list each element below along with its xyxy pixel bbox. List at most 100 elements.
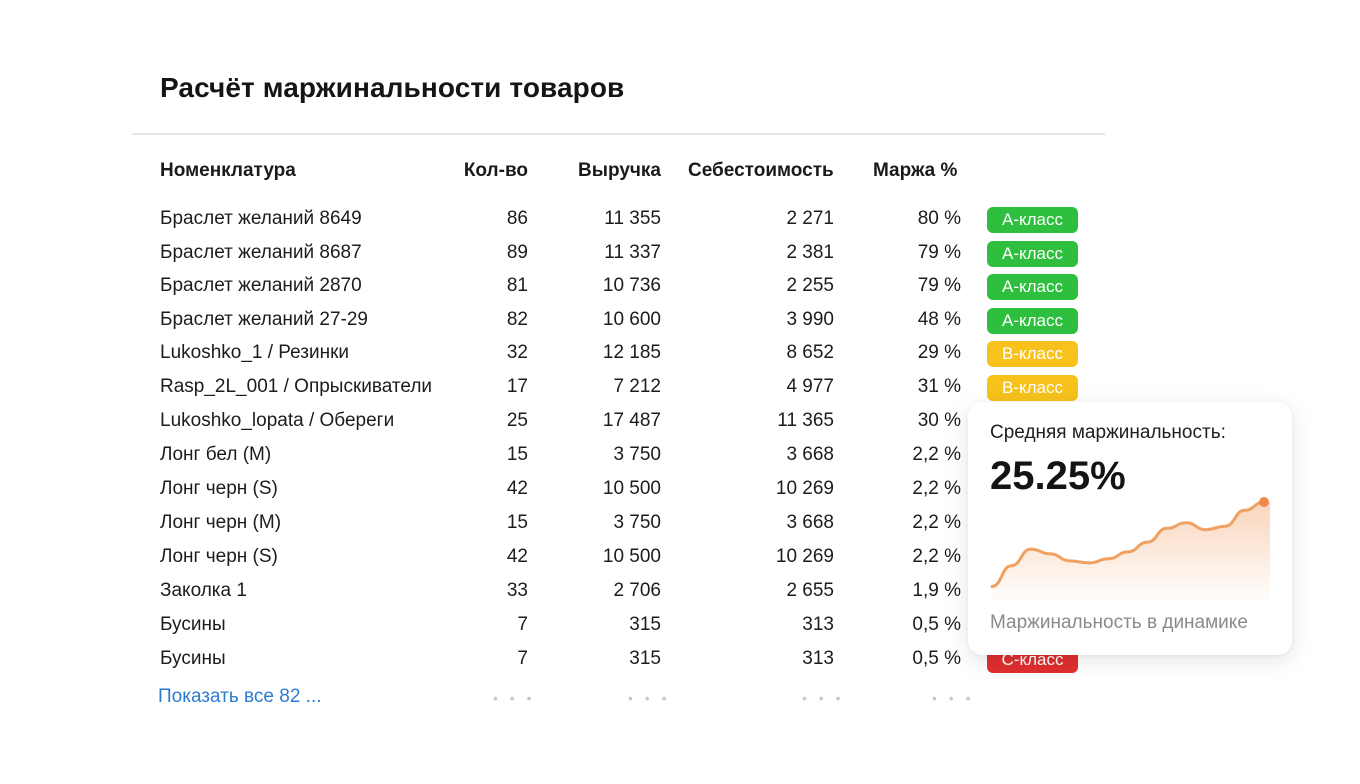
cell-cost: 10 269	[775, 546, 834, 567]
show-all-link[interactable]: Показать все 82 ...	[158, 686, 322, 707]
cell-qty: 42	[506, 477, 528, 499]
header-name[interactable]: Номенклатура	[160, 160, 296, 181]
table-row[interactable]: Rasp_2L_001 / Опрыскиватели 17 7 212 4 977 3…	[0, 370, 1360, 404]
cell-revenue: 3 750	[613, 443, 661, 465]
cell-revenue: 2 706	[613, 580, 661, 602]
cell-name: Бусины	[160, 614, 226, 636]
table-row[interactable]: Лонг черн (M) 15 3 750 3 668 2,2 %	[0, 506, 1360, 540]
page-title: Расчёт маржинальности товаров	[160, 72, 625, 103]
cell-name: Браслет желаний 8687	[160, 241, 362, 263]
class-badge: А-класс	[987, 240, 1078, 267]
ellipsis-revenue: • • •	[628, 690, 671, 706]
cell-revenue: 7 212	[613, 376, 661, 397]
title-divider	[132, 133, 1105, 135]
cell-revenue: 315	[629, 614, 661, 636]
cell-margin: 79 %	[917, 241, 961, 263]
cell-margin: 2,2 %	[912, 443, 961, 465]
cell-cost: 313	[802, 614, 834, 636]
cell-margin: 80 %	[917, 208, 961, 229]
table-row[interactable]: Лонг черн (S) 42 10 500 10 269 2,2 %	[0, 472, 1360, 506]
cell-name: Браслет желаний 8649	[160, 208, 362, 229]
table-row[interactable]: Браслет желаний 2870 81 10 736 2 255 79 % А-к…	[0, 269, 1360, 303]
cell-cost: 8 652	[786, 342, 834, 364]
cell-name: Заколка 1	[160, 580, 247, 602]
table-row[interactable]: Браслет желаний 8649 86 11 355 2 271 80 % А-к…	[0, 202, 1360, 236]
cell-cost: 4 977	[786, 376, 834, 397]
cell-qty: 81	[506, 275, 528, 297]
header-qty[interactable]: Кол-во	[463, 160, 528, 181]
cell-qty: 7	[517, 614, 528, 636]
cell-qty: 32	[506, 342, 528, 364]
cell-margin: 79 %	[917, 275, 961, 297]
cell-cost: 2 655	[786, 580, 834, 602]
table-row[interactable]: Заколка 1 33 2 706 2 655 1,9 %	[0, 574, 1360, 608]
ellipsis-margin: • • •	[932, 690, 975, 706]
cell-qty: 7	[517, 648, 528, 670]
class-badge: А-класс	[987, 207, 1078, 233]
cell-cost: 313	[802, 648, 834, 670]
average-margin-value: 25.25%	[990, 454, 1126, 498]
table-row[interactable]: Lukoshko_1 / Резинки 32 12 185 8 652 29 % В-к…	[0, 336, 1360, 370]
cell-cost: 2 271	[786, 208, 834, 229]
cell-name: Лонг черн (M)	[160, 511, 282, 533]
cell-cost: 11 365	[777, 409, 834, 431]
header-margin[interactable]: Маржа %	[873, 160, 958, 181]
cell-name: Браслет желаний 27-29	[160, 308, 368, 330]
cell-margin: 2,2 %	[912, 477, 961, 499]
cell-name: Лонг черн (S)	[160, 546, 278, 567]
cell-margin: 0,5 %	[912, 614, 961, 636]
trend-endpoint	[1259, 497, 1269, 507]
cell-revenue: 10 736	[602, 275, 661, 297]
cell-qty: 82	[506, 308, 528, 330]
cell-qty: 89	[506, 241, 528, 263]
cell-revenue: 10 600	[602, 308, 661, 330]
table-row[interactable]: Браслет желаний 8687 89 11 337 2 381 79 % А-к…	[0, 236, 1360, 270]
cell-revenue: 10 500	[602, 546, 661, 567]
cell-margin: 2,2 %	[912, 546, 961, 567]
cell-cost: 2 381	[786, 241, 834, 263]
cell-name: Lukoshko_1 / Резинки	[160, 342, 350, 364]
average-margin-card: Средняя маржинальность: 25.25% Маржиналь…	[968, 402, 1292, 655]
header-cost[interactable]: Себестоимость	[688, 160, 834, 181]
cell-qty: 17	[506, 376, 528, 397]
cell-revenue: 11 355	[604, 208, 661, 229]
header-revenue[interactable]: Выручка	[578, 160, 661, 181]
cell-revenue: 11 337	[604, 241, 661, 263]
cell-cost: 10 269	[775, 477, 834, 499]
ellipsis-cost: • • •	[802, 690, 845, 706]
cell-cost: 2 255	[786, 275, 834, 297]
table-row[interactable]: Лонг бел (M) 15 3 750 3 668 2,2 %	[0, 438, 1360, 472]
class-badge: А-класс	[987, 307, 1078, 334]
table-row[interactable]: Лонг черн (S) 42 10 500 10 269 2,2 %	[0, 540, 1360, 574]
cell-qty: 15	[506, 443, 528, 465]
cell-name: Лонг черн (S)	[160, 477, 278, 499]
ellipsis-qty: • • •	[493, 690, 536, 706]
cell-cost: 3 668	[786, 443, 834, 465]
cell-revenue: 12 185	[602, 342, 661, 364]
cell-name: Lukoshko_lopata / Обереги	[160, 409, 395, 431]
cell-margin: 30 %	[917, 409, 961, 431]
cell-name: Браслет желаний 2870	[160, 275, 362, 297]
cell-qty: 15	[506, 511, 528, 533]
cell-revenue: 315	[629, 648, 661, 670]
class-badge: В-класс	[987, 375, 1078, 401]
cell-name: Лонг бел (M)	[160, 443, 272, 465]
class-badge: В-класс	[987, 341, 1078, 368]
cell-qty: 42	[506, 546, 528, 567]
cell-revenue: 3 750	[613, 511, 661, 533]
cell-qty: 86	[506, 208, 528, 229]
average-margin-label: Средняя маржинальность:	[990, 422, 1226, 443]
table-row[interactable]: Браслет желаний 27-29 82 10 600 3 990 48 % А-…	[0, 303, 1360, 337]
cell-margin: 31 %	[917, 376, 961, 397]
cell-margin: 1,9 %	[912, 580, 961, 602]
table-row[interactable]: Бусины 7 315 313 0,5 %	[0, 608, 1360, 642]
trend-line	[990, 500, 1266, 588]
table-row[interactable]: Lukoshko_lopata / Обереги 25 17 487 11 365 3…	[0, 404, 1360, 438]
trend-area	[992, 502, 1270, 604]
margin-trend-chart	[990, 497, 1270, 604]
margin-trend-caption: Маржинальность в динамике	[990, 612, 1248, 633]
cell-cost: 3 668	[786, 511, 834, 533]
class-badge: А-класс	[987, 274, 1078, 301]
cell-revenue: 10 500	[602, 477, 661, 499]
cell-qty: 25	[506, 409, 528, 431]
